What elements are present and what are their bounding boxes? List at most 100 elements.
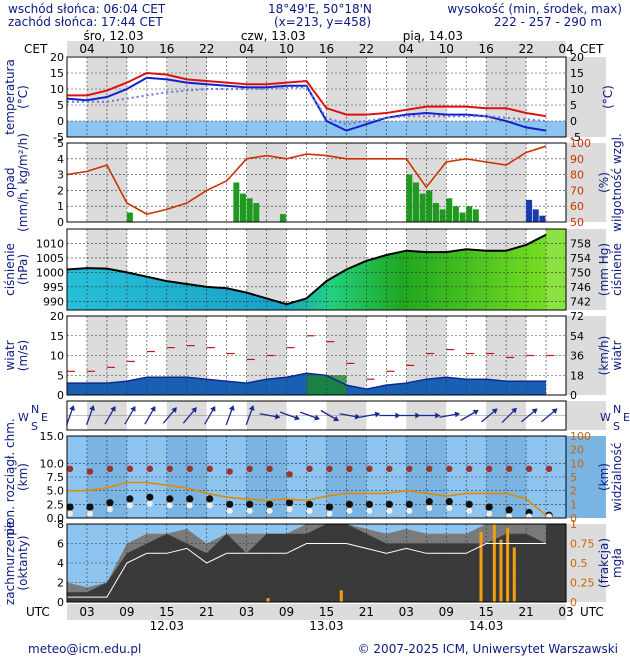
cloud-low-dot bbox=[146, 500, 153, 507]
precip-tick-left: 1 bbox=[57, 200, 64, 213]
wind-arrow bbox=[339, 413, 361, 420]
night-band bbox=[566, 57, 606, 137]
pressure-tick-left: 990 bbox=[43, 295, 64, 308]
cloud-top-dot bbox=[485, 465, 493, 472]
cover-ylabel: zachmurzenie bbox=[3, 521, 17, 605]
humidity-tick-right: 70 bbox=[570, 184, 584, 197]
bottom-hour-label: 21 bbox=[518, 605, 533, 619]
bottom-hour-label: 15 bbox=[479, 605, 494, 619]
wind-arrow bbox=[144, 405, 156, 425]
sunrise-text: wschód słońca: 06:04 CET bbox=[8, 2, 166, 16]
panel-frame bbox=[66, 56, 567, 138]
wind-arrow bbox=[481, 408, 498, 423]
cloud-base-dot bbox=[365, 500, 373, 508]
compass-w-right: W bbox=[600, 411, 611, 424]
compass-w-left: W bbox=[18, 411, 29, 424]
pressure-ylabel: ciśnienie bbox=[3, 243, 17, 296]
top-day-label: śro, 12.03 bbox=[83, 29, 143, 43]
panel-frame bbox=[66, 435, 567, 519]
temp-tick-right: -5 bbox=[570, 131, 581, 144]
footer-email[interactable]: meteo@icm.edu.pl bbox=[28, 642, 142, 656]
visibility-tick-right: 2 bbox=[570, 485, 577, 498]
top-hour-label: 22 bbox=[359, 42, 374, 56]
precip-bar-rain bbox=[279, 214, 286, 222]
fog-ylabel-unit: (frakcja) bbox=[597, 538, 611, 588]
cloud-top-dot bbox=[386, 465, 393, 472]
humidity-tick-right: 60 bbox=[570, 200, 584, 213]
fog-tick-right: 1 bbox=[570, 518, 577, 531]
temp-tick-right: 10 bbox=[570, 83, 584, 96]
top-hour-label: 16 bbox=[159, 42, 174, 56]
pressure-tick-right: 758 bbox=[570, 237, 591, 250]
pressure-tick-left: 1000 bbox=[36, 266, 64, 279]
precip-bar-rain bbox=[246, 198, 253, 222]
wind-arrow-head bbox=[69, 405, 75, 411]
wind-arrow-head bbox=[274, 413, 281, 420]
temp-tick-left: 20 bbox=[50, 51, 64, 64]
compass-e-left: E bbox=[41, 411, 48, 424]
top-hour-label: 04 bbox=[558, 42, 573, 56]
cloud-low-dot bbox=[186, 502, 193, 509]
coords-text: 18°49'E, 50°18'N bbox=[268, 2, 372, 16]
cloud-base-dot bbox=[246, 500, 254, 508]
visibility-tick-right: 10 bbox=[570, 457, 584, 470]
bottom-hour-label: 03 bbox=[239, 605, 254, 619]
grid-text: (x=213, y=458) bbox=[274, 15, 372, 29]
cloud-base-dot bbox=[126, 495, 134, 503]
precip-bar-rain bbox=[126, 212, 133, 222]
cloud-base-dot bbox=[285, 499, 294, 507]
wind-arrow bbox=[245, 405, 255, 426]
cloud-low-dot bbox=[126, 502, 133, 509]
temp-tick-left: 10 bbox=[50, 83, 64, 96]
bottom-tz-label-right: UTC bbox=[580, 605, 604, 619]
cloud-low-dot bbox=[286, 506, 293, 513]
panel-frame bbox=[66, 142, 567, 223]
night-band bbox=[566, 143, 606, 222]
wind-tick-right: 18 bbox=[570, 369, 584, 382]
wind-arrow bbox=[379, 412, 401, 419]
cloud-low-dot bbox=[386, 507, 393, 514]
bottom-date-label: 14.03 bbox=[469, 619, 503, 633]
bottom-hour-label: 21 bbox=[359, 605, 374, 619]
top-day-label: czw, 13.03 bbox=[241, 29, 306, 43]
temp-ylabel: temperatura bbox=[3, 59, 17, 135]
panel-frame bbox=[66, 315, 567, 396]
visibility-ylabel: widzialność bbox=[610, 443, 624, 512]
wind-arrow-head bbox=[130, 405, 136, 412]
night-band bbox=[566, 401, 606, 430]
humidity-tick-right: 90 bbox=[570, 153, 584, 166]
compass-s-left: S bbox=[31, 420, 38, 433]
wind-tick-left: 15 bbox=[50, 330, 64, 343]
cover-low-area bbox=[67, 524, 547, 602]
bottom-hour-label: 15 bbox=[159, 605, 174, 619]
bottom-date-label: 12.03 bbox=[150, 619, 184, 633]
fog-tick-right: 0.75 bbox=[570, 538, 595, 551]
humidity-tick-right: 50 bbox=[570, 216, 584, 229]
temp-tick-right: 0 bbox=[570, 115, 577, 128]
precip-ylabel-unit: (mm/h, kg/m²/h) bbox=[16, 133, 30, 232]
wind-arrow bbox=[320, 409, 340, 422]
cloud-base-dot bbox=[325, 503, 334, 511]
wind-tick-left: 0 bbox=[57, 389, 64, 402]
cloud-low-dot bbox=[486, 510, 493, 517]
wind-arrow bbox=[399, 412, 421, 419]
precip-bar-rain bbox=[466, 206, 473, 222]
top-hour-label: 04 bbox=[239, 42, 254, 56]
precip-tick-left: 3 bbox=[57, 169, 64, 182]
cloud-low-dot bbox=[67, 510, 73, 517]
pressure-tick-left: 995 bbox=[43, 281, 64, 294]
top-tz-label-left: CET bbox=[24, 42, 48, 56]
cloud-top-dot bbox=[166, 465, 173, 472]
compass-s-right: S bbox=[613, 420, 620, 433]
fog-bar bbox=[499, 539, 503, 602]
bottom-tz-label-left: UTC bbox=[26, 605, 50, 619]
cloud-top-dot bbox=[286, 471, 293, 478]
wind-arrow bbox=[540, 408, 558, 423]
cloud-low-dot bbox=[266, 507, 273, 514]
cloud-low-dot bbox=[246, 507, 253, 514]
precip-tick-left: 2 bbox=[57, 184, 64, 197]
cloud-top-dot bbox=[246, 465, 253, 472]
cover-tick-left: 2 bbox=[57, 577, 64, 590]
wind-arrow bbox=[65, 405, 75, 426]
